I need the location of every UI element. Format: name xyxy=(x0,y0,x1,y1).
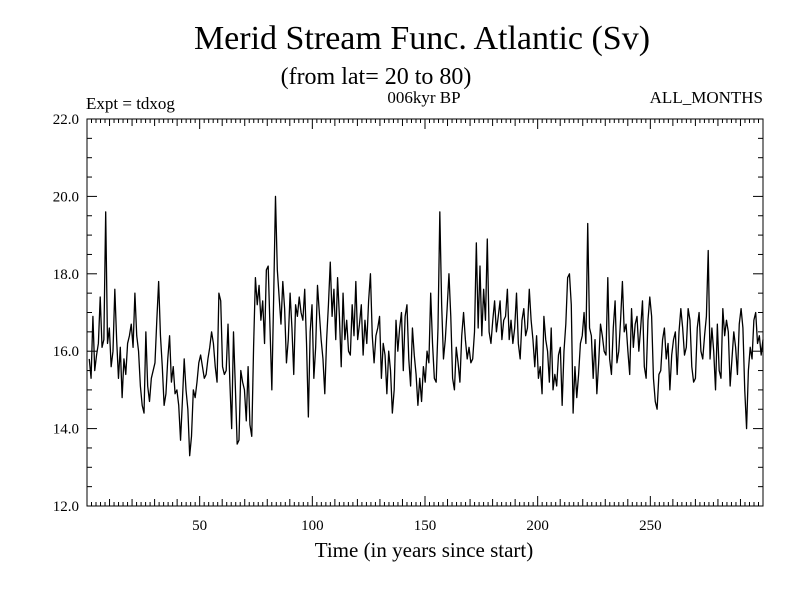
x-tick-label: 250 xyxy=(639,518,662,534)
chart-subtitle: (from lat= 20 to 80) xyxy=(281,64,472,90)
period-label: 006kyr BP xyxy=(387,88,460,107)
experiment-label: Expt = tdxog xyxy=(86,94,175,113)
x-tick-labels: 50 100 150 200 250 xyxy=(192,518,661,534)
chart-title: Merid Stream Func. Atlantic (Sv) xyxy=(194,20,650,57)
months-label: ALL_MONTHS xyxy=(650,88,763,107)
y-tick-label: 18.0 xyxy=(53,267,79,283)
y-tick-label: 22.0 xyxy=(53,112,79,128)
y-tick-label: 12.0 xyxy=(53,499,79,515)
y-tick-label: 16.0 xyxy=(53,344,79,360)
x-tick-label: 100 xyxy=(301,518,324,534)
x-tick-label: 200 xyxy=(526,518,549,534)
y-tick-label: 20.0 xyxy=(53,189,79,205)
y-tick-label: 14.0 xyxy=(53,422,79,438)
plot-frame xyxy=(86,118,764,507)
series-line xyxy=(88,195,764,457)
y-tick-labels: 12.0 14.0 16.0 18.0 20.0 22.0 xyxy=(53,112,79,515)
x-axis-label: Time (in years since start) xyxy=(315,538,534,562)
axis-ticks xyxy=(87,118,763,507)
x-tick-label: 50 xyxy=(192,518,207,534)
x-tick-label: 150 xyxy=(414,518,437,534)
